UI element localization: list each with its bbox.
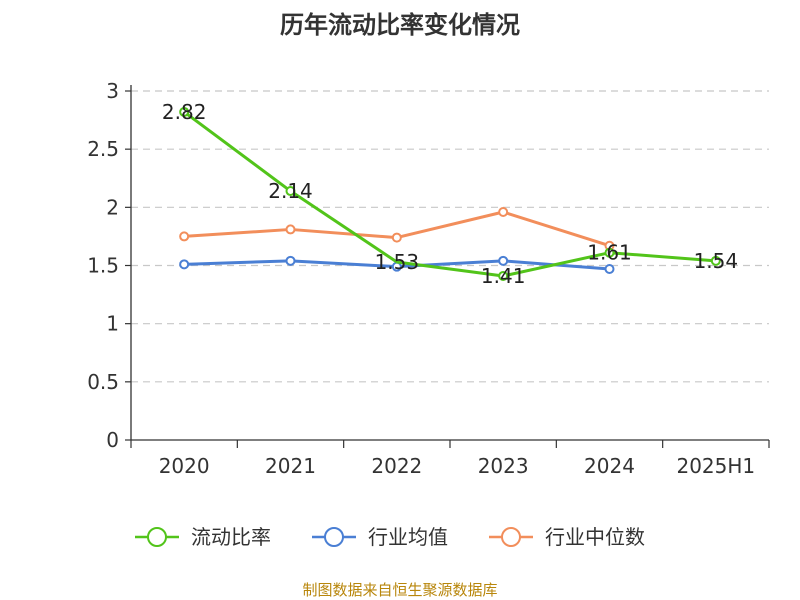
y-tick-label: 1.5 (87, 254, 119, 278)
data-point[interactable] (285, 186, 296, 197)
legend-label: 行业均值 (368, 525, 448, 549)
grid (131, 90, 769, 383)
data-label: 2.14 (268, 179, 313, 203)
x-tick-label: 2020 (159, 454, 210, 478)
data-label: 1.54 (694, 249, 739, 273)
legend-marker (501, 527, 521, 547)
data-label: 2.82 (162, 100, 207, 124)
x-tick-label: 2021 (265, 454, 316, 478)
data-label: 1.61 (587, 241, 632, 265)
y-axis-ticks: 0 0.5 1 1.5 2 2.5 3 (87, 79, 131, 452)
legend-marker (324, 527, 344, 547)
data-point[interactable] (604, 263, 615, 274)
y-tick-label: 2.5 (87, 137, 119, 161)
chart-title: 历年流动比率变化情况 (280, 11, 520, 39)
data-point[interactable] (498, 206, 509, 217)
legend-item[interactable]: 行业中位数 (489, 525, 645, 549)
data-point[interactable] (498, 255, 509, 266)
series-0 (179, 106, 721, 281)
data-point[interactable] (179, 231, 190, 242)
x-tick-label: 2023 (478, 454, 529, 478)
data-point[interactable] (498, 270, 509, 281)
legend-item[interactable]: 流动比率 (135, 525, 271, 549)
legend-marker (147, 527, 167, 547)
series-1 (179, 255, 615, 274)
data-label: 1.41 (481, 264, 526, 288)
data-point[interactable] (710, 255, 721, 266)
y-tick-label: 0.5 (87, 370, 119, 394)
y-tick-label: 0 (106, 428, 119, 452)
legend[interactable]: 流动比率 行业均值 行业中位数 (135, 525, 645, 549)
series-line (183, 110, 716, 278)
x-tick-label: 2024 (584, 454, 635, 478)
y-tick-label: 1 (106, 312, 119, 336)
x-tick-label: 2025H1 (676, 454, 755, 478)
data-label: 1.53 (375, 250, 420, 274)
data-point[interactable] (285, 255, 296, 266)
data-point[interactable] (179, 106, 190, 117)
y-tick-label: 3 (106, 79, 119, 103)
y-tick-label: 2 (106, 195, 119, 219)
data-point[interactable] (285, 224, 296, 235)
data-point[interactable] (179, 259, 190, 270)
legend-label: 行业中位数 (545, 525, 645, 549)
x-axis-ticks: 2020 2021 2022 2023 2024 2025H1 (130, 440, 770, 478)
data-labels: 2.82 2.14 1.53 1.41 1.61 1.54 (162, 100, 738, 288)
source-note: 制图数据来自恒生聚源数据库 (302, 581, 497, 599)
legend-label: 流动比率 (191, 525, 271, 549)
data-point[interactable] (391, 232, 402, 243)
data-point[interactable] (604, 247, 615, 258)
series-group (179, 106, 721, 281)
legend-item[interactable]: 行业均值 (312, 525, 448, 549)
x-tick-label: 2022 (371, 454, 422, 478)
series-2 (179, 206, 615, 251)
